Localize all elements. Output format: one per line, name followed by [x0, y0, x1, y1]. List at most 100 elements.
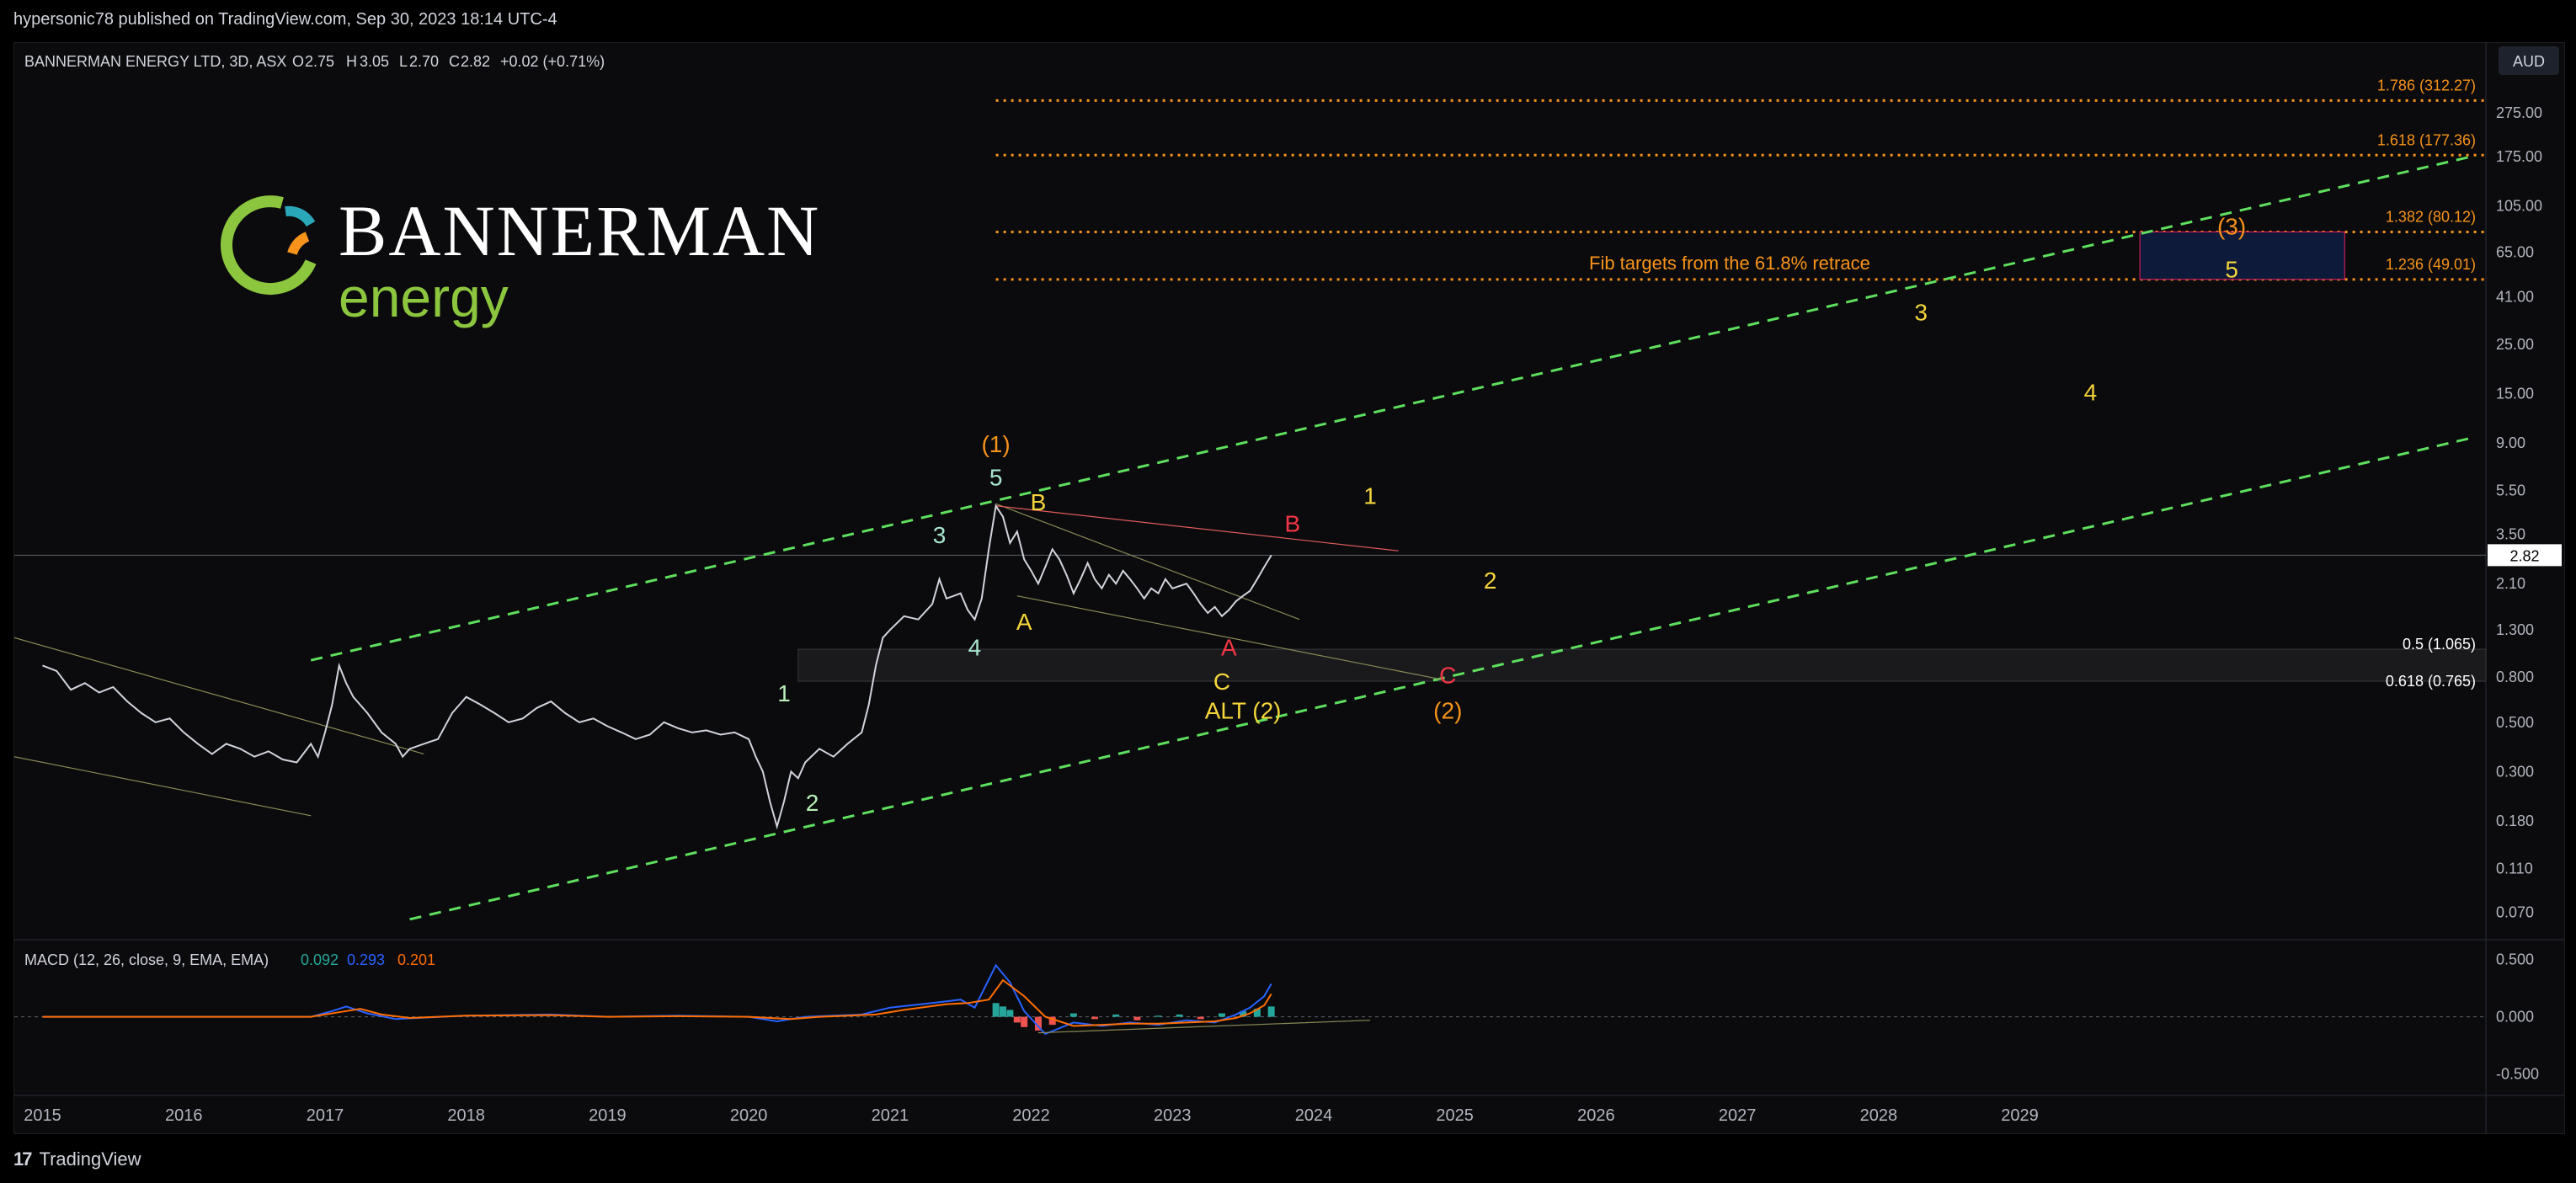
y-tick-label: 1.300	[2496, 621, 2534, 638]
high-label: H	[346, 53, 357, 70]
y-tick-label: 2.10	[2496, 575, 2525, 592]
x-tick-label: 2021	[872, 1106, 909, 1125]
chart-canvas[interactable]: BANNERMAN ENERGY LTD, 3D, ASX O 2.75 H 3…	[14, 43, 2564, 1133]
macd-histogram-bar	[1240, 1010, 1247, 1017]
macd-line	[42, 963, 1272, 1036]
x-tick-label: 2024	[1295, 1106, 1333, 1125]
tradingview-logo[interactable]: 17 TradingView	[13, 1148, 141, 1170]
signal-value: 0.201	[397, 951, 435, 968]
high-value: 3.05	[360, 53, 389, 70]
y-tick-label: 3.50	[2496, 526, 2525, 543]
x-tick-label: 2023	[1154, 1106, 1192, 1125]
macd-histogram-bar	[1006, 1010, 1014, 1017]
close-value: 2.82	[461, 53, 490, 70]
macd-histogram-bar	[1133, 1016, 1141, 1020]
y-tick-label: 5.50	[2496, 482, 2525, 499]
macd-histogram-bar	[1218, 1013, 1225, 1017]
macd-line-value: 0.293	[347, 951, 385, 968]
y-tick-label: 65.00	[2496, 243, 2534, 260]
y-tick-label: 275.00	[2496, 104, 2542, 121]
fib-level-label: 1.236 (49.01)	[2386, 256, 2476, 273]
wave-label: 4	[968, 634, 982, 660]
y-tick-label: 15.00	[2496, 386, 2534, 402]
last-price-value: 2.82	[2509, 547, 2539, 564]
wave-label: 1	[1363, 482, 1377, 509]
currency-button[interactable]: AUD	[2499, 46, 2559, 75]
tradingview-mark-icon: 17	[13, 1148, 33, 1170]
chart-frame[interactable]: BANNERMAN ENERGY LTD, 3D, ASX O 2.75 H 3…	[13, 42, 2565, 1134]
fib-level-label: 1.382 (80.12)	[2386, 208, 2476, 225]
wave-label: 5	[2225, 257, 2238, 283]
macd-histogram-bar	[1197, 1016, 1204, 1020]
x-tick-label: 2025	[1436, 1106, 1474, 1125]
wave-label: B	[1031, 489, 1047, 515]
last-price-badge	[2488, 544, 2562, 567]
x-tick-label: 2022	[1012, 1106, 1050, 1125]
triangle-lower	[1016, 595, 1442, 680]
wave-label: 2	[806, 790, 819, 816]
channel-upper-line	[310, 155, 2472, 662]
macd-histogram-bar	[1000, 1006, 1006, 1017]
trendline-upper	[14, 637, 424, 755]
wave-label: (2)	[1433, 697, 1462, 723]
wave-label: 5	[989, 465, 1003, 491]
fib-level-label: 1.786 (312.27)	[2377, 77, 2476, 93]
x-tick-label: 2028	[1860, 1106, 1898, 1125]
price-line	[42, 504, 1272, 830]
y-tick-label: 0.500	[2496, 714, 2534, 731]
logo-sub: energy	[339, 266, 509, 328]
macd-value: 0.092	[301, 951, 339, 968]
macd-histogram-bar	[1176, 1014, 1183, 1017]
wave-label: C	[1439, 662, 1456, 688]
wave-label: (1)	[981, 431, 1010, 457]
macd-histogram-bar	[1013, 1016, 1021, 1023]
wave-label: C	[1213, 669, 1230, 695]
macd-histogram-bar	[1069, 1013, 1077, 1017]
open-value: 2.75	[305, 53, 334, 70]
y-tick-label: 25.00	[2496, 336, 2534, 353]
wave-label: (3)	[2217, 214, 2246, 240]
macd-histogram-bar	[1048, 1016, 1056, 1026]
low-value: 2.70	[409, 53, 439, 70]
x-tick-label: 2019	[589, 1106, 627, 1125]
macd-trendline	[1037, 1020, 1371, 1034]
change-value: +0.02 (+0.71%)	[500, 53, 605, 70]
macd-y-tick: 0.000	[2496, 1009, 2534, 1026]
wave-label: 3	[1914, 300, 1928, 326]
retrace-zone	[797, 648, 2487, 682]
macd-histogram-bar	[1253, 1009, 1261, 1017]
b-wave-trendline	[995, 505, 1399, 552]
low-label: L	[399, 53, 408, 70]
trendline-lower	[14, 756, 312, 817]
logo-name: BANNERMAN	[339, 190, 820, 271]
x-tick-label: 2017	[307, 1106, 344, 1125]
x-tick-label: 2018	[447, 1106, 485, 1125]
wave-label: A	[1016, 609, 1032, 635]
macd-histogram-bar	[1021, 1016, 1028, 1027]
x-tick-label: 2016	[165, 1106, 203, 1125]
retrace-label: 0.618 (0.765)	[2386, 673, 2476, 690]
macd-histogram-bar	[1267, 1006, 1275, 1017]
y-tick-label: 0.800	[2496, 669, 2534, 685]
channel-lower-line	[409, 436, 2472, 921]
wave-label: 4	[2084, 380, 2098, 406]
x-tick-label: 2029	[2001, 1106, 2039, 1125]
plot-area	[14, 43, 2564, 1133]
open-label: O	[292, 53, 304, 70]
svg-text:AUD: AUD	[2513, 53, 2545, 70]
macd-y-tick: -0.500	[2496, 1066, 2539, 1083]
fib-note: Fib targets from the 61.8% retrace	[1589, 253, 1870, 274]
retrace-label: 0.5 (1.065)	[2403, 636, 2476, 653]
y-tick-label: 0.110	[2496, 860, 2533, 877]
triangle-upper	[995, 503, 1300, 621]
macd-histogram-bar	[992, 1003, 1000, 1017]
publish-bar: hypersonic78 published on TradingView.co…	[0, 0, 2576, 42]
bannerman-logo: BANNERMAN energy	[220, 190, 820, 328]
y-tick-label: 41.00	[2496, 288, 2534, 305]
fib-level-label: 1.618 (177.36)	[2377, 131, 2476, 148]
y-tick-label: 175.00	[2496, 148, 2542, 165]
macd-histogram-bar	[1034, 1016, 1042, 1031]
y-tick-label: 9.00	[2496, 434, 2525, 451]
macd-histogram-bar	[1112, 1014, 1120, 1017]
y-tick-label: 0.300	[2496, 763, 2534, 780]
